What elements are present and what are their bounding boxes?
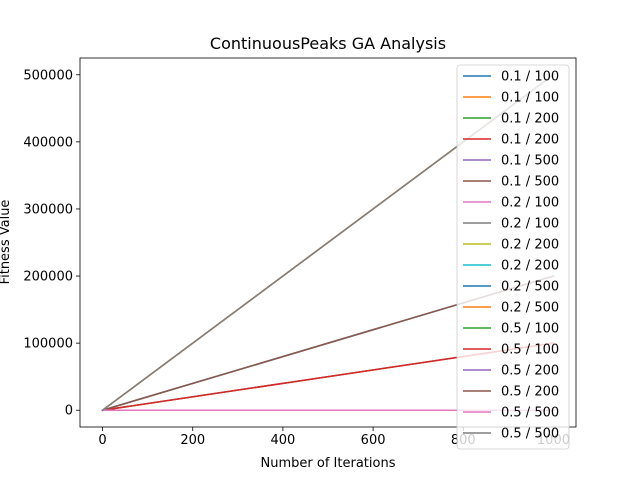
legend-box: [456, 64, 570, 450]
legend-label-12: 0.2 / 500: [501, 301, 559, 316]
legend-label-8: 0.2 / 100: [501, 217, 559, 232]
legend-label-6: 0.1 / 500: [501, 175, 559, 190]
plot-frame: [79, 57, 577, 428]
x-tick-label: 400: [270, 433, 295, 448]
y-tick-label: 0: [65, 404, 73, 419]
legend-label-2: 0.1 / 100: [501, 91, 559, 106]
legend-label-5: 0.1 / 500: [501, 154, 559, 169]
x-axis-label: Number of Iterations: [261, 456, 396, 471]
legend-label-1: 0.1 / 100: [501, 70, 559, 85]
x-tick-label: 200: [180, 433, 205, 448]
y-tick-label: 100000: [23, 337, 73, 352]
y-tick-label: 500000: [23, 68, 73, 83]
chart-title: ContinuousPeaks GA Analysis: [210, 34, 446, 53]
legend-label-15: 0.5 / 200: [501, 364, 559, 379]
legend-label-11: 0.2 / 500: [501, 280, 559, 295]
legend-label-18: 0.5 / 500: [501, 427, 559, 442]
x-tick-label: 600: [361, 433, 386, 448]
axes: 0200400600800100001000002000003000004000…: [23, 57, 577, 448]
y-tick-label: 200000: [23, 270, 73, 285]
legend-label-10: 0.2 / 200: [501, 259, 559, 274]
legend: 0.1 / 100 0.1 / 100 0.1 / 200 0.1 / 200 0.1 …: [456, 64, 570, 450]
legend-label-3: 0.1 / 200: [501, 112, 559, 127]
legend-label-9: 0.2 / 200: [501, 238, 559, 253]
legend-label-16: 0.5 / 200: [501, 385, 559, 400]
y-tick-label: 400000: [23, 135, 73, 150]
y-axis-label: Fitness Value: [0, 200, 13, 285]
x-tick-label: 0: [98, 433, 106, 448]
legend-label-13: 0.5 / 100: [501, 322, 559, 337]
y-tick-label: 300000: [23, 202, 73, 217]
legend-label-17: 0.5 / 500: [501, 406, 559, 421]
legend-label-4: 0.1 / 200: [501, 133, 559, 148]
legend-label-14: 0.5 / 100: [501, 343, 559, 358]
legend-label-7: 0.2 / 100: [501, 196, 559, 211]
